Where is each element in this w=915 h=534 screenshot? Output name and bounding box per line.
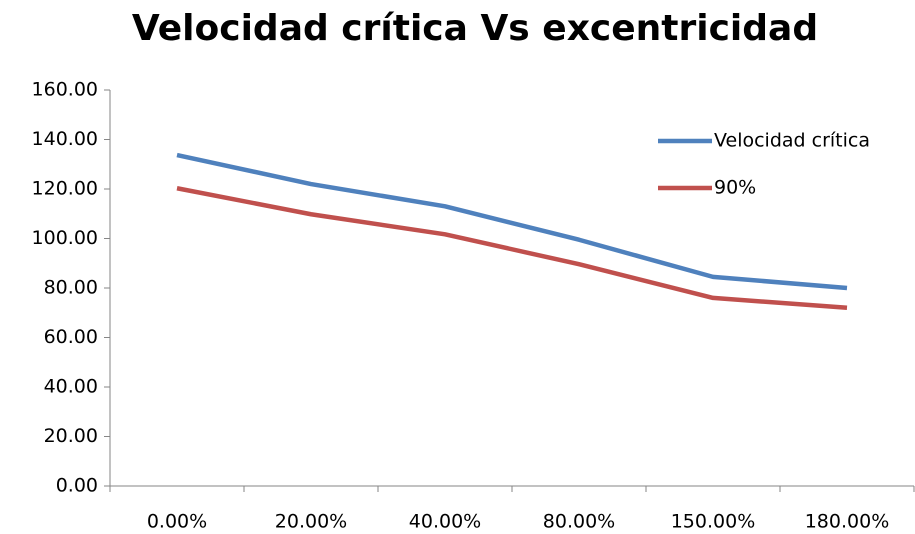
y-tick-label: 80.00 [44, 277, 98, 299]
y-tick-label: 140.00 [32, 128, 98, 150]
x-tick-label: 180.00% [805, 511, 890, 533]
y-tick-label: 20.00 [44, 425, 98, 447]
y-tick-label: 120.00 [32, 178, 98, 200]
y-tick-label: 0.00 [56, 475, 98, 497]
y-tick-label: 160.00 [32, 79, 98, 101]
series-line [176, 152, 848, 291]
legend-label: Velocidad crítica [714, 130, 870, 152]
x-tick-label: 80.00% [543, 511, 615, 533]
y-tick-label: 40.00 [44, 376, 98, 398]
x-tick-label: 40.00% [409, 511, 481, 533]
x-tick-label: 20.00% [275, 511, 347, 533]
y-tick-label: 100.00 [32, 227, 98, 249]
x-tick-label: 0.00% [147, 511, 207, 533]
y-tick-label: 60.00 [44, 326, 98, 348]
legend-label: 90% [714, 177, 756, 199]
series-line [176, 186, 848, 311]
chart-title: Velocidad crítica Vs excentricidad [132, 8, 818, 49]
x-tick-label: 150.00% [671, 511, 756, 533]
